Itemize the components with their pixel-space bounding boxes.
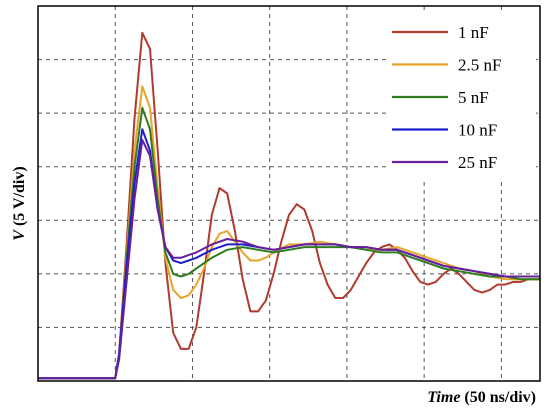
x-axis-title-main: Time xyxy=(427,389,460,406)
series-line-2-5-nf xyxy=(38,85,540,380)
x-axis-title: Time (50 ns/div) xyxy=(427,389,536,406)
series-layer xyxy=(38,31,540,380)
legend-label-25-nf: 25 nF xyxy=(458,153,497,172)
series-line-1-nf xyxy=(38,31,540,380)
series-line-5-nf xyxy=(38,106,540,380)
series-line-25-nf xyxy=(38,138,540,380)
plot-frame xyxy=(37,5,541,382)
y-axis-title-main: V xyxy=(11,229,28,241)
y-axis-title-unit: (5 V/div) xyxy=(11,166,28,230)
legend-label-10-nf: 10 nF xyxy=(458,121,497,140)
legend-label-1-nf: 1 nF xyxy=(458,23,489,42)
legend-label-2-5-nf: 2.5 nF xyxy=(458,56,501,75)
legend-background xyxy=(386,12,536,179)
legend: 1 nF 2.5 nF 5 nF 10 nF 25 nF xyxy=(386,12,536,179)
x-axis-title-unit: (50 ns/div) xyxy=(460,389,536,406)
y-axis-title: V (5 V/div) xyxy=(11,166,28,240)
legend-label-5-nf: 5 nF xyxy=(458,88,489,107)
